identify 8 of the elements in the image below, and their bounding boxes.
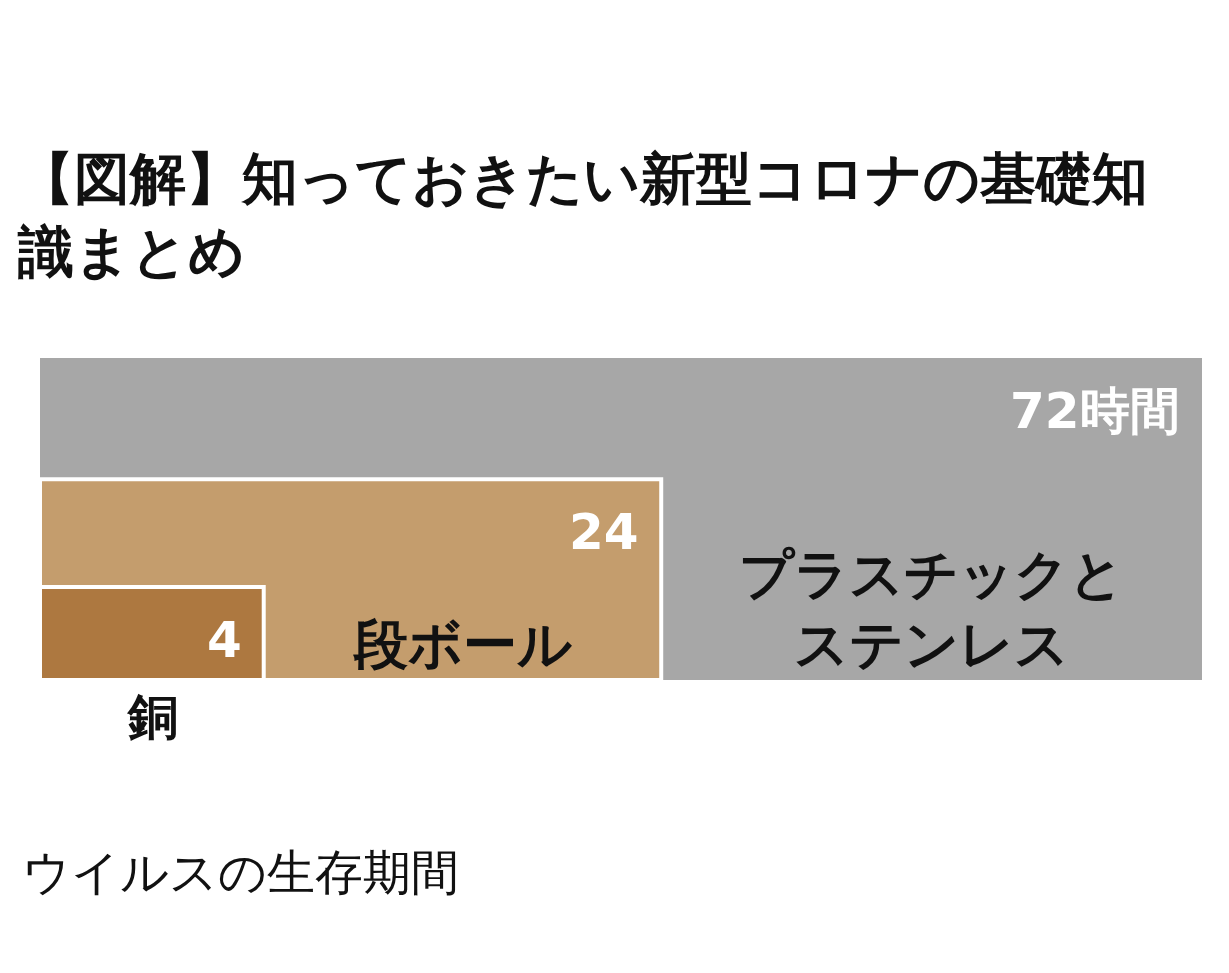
category-label: 銅 xyxy=(126,688,178,746)
data-label: 24 xyxy=(569,503,639,561)
data-label: 72時間 xyxy=(1010,382,1180,440)
data-label: 4 xyxy=(207,611,242,669)
text: ウイルスの生存期間 xyxy=(22,844,459,900)
text: 【図解】知っておきたい新型コロナの基礎知識まとめ xyxy=(17,146,1148,284)
category-label: 段ボール xyxy=(352,613,572,676)
category-label: プラスチックとステンレス xyxy=(739,543,1124,677)
